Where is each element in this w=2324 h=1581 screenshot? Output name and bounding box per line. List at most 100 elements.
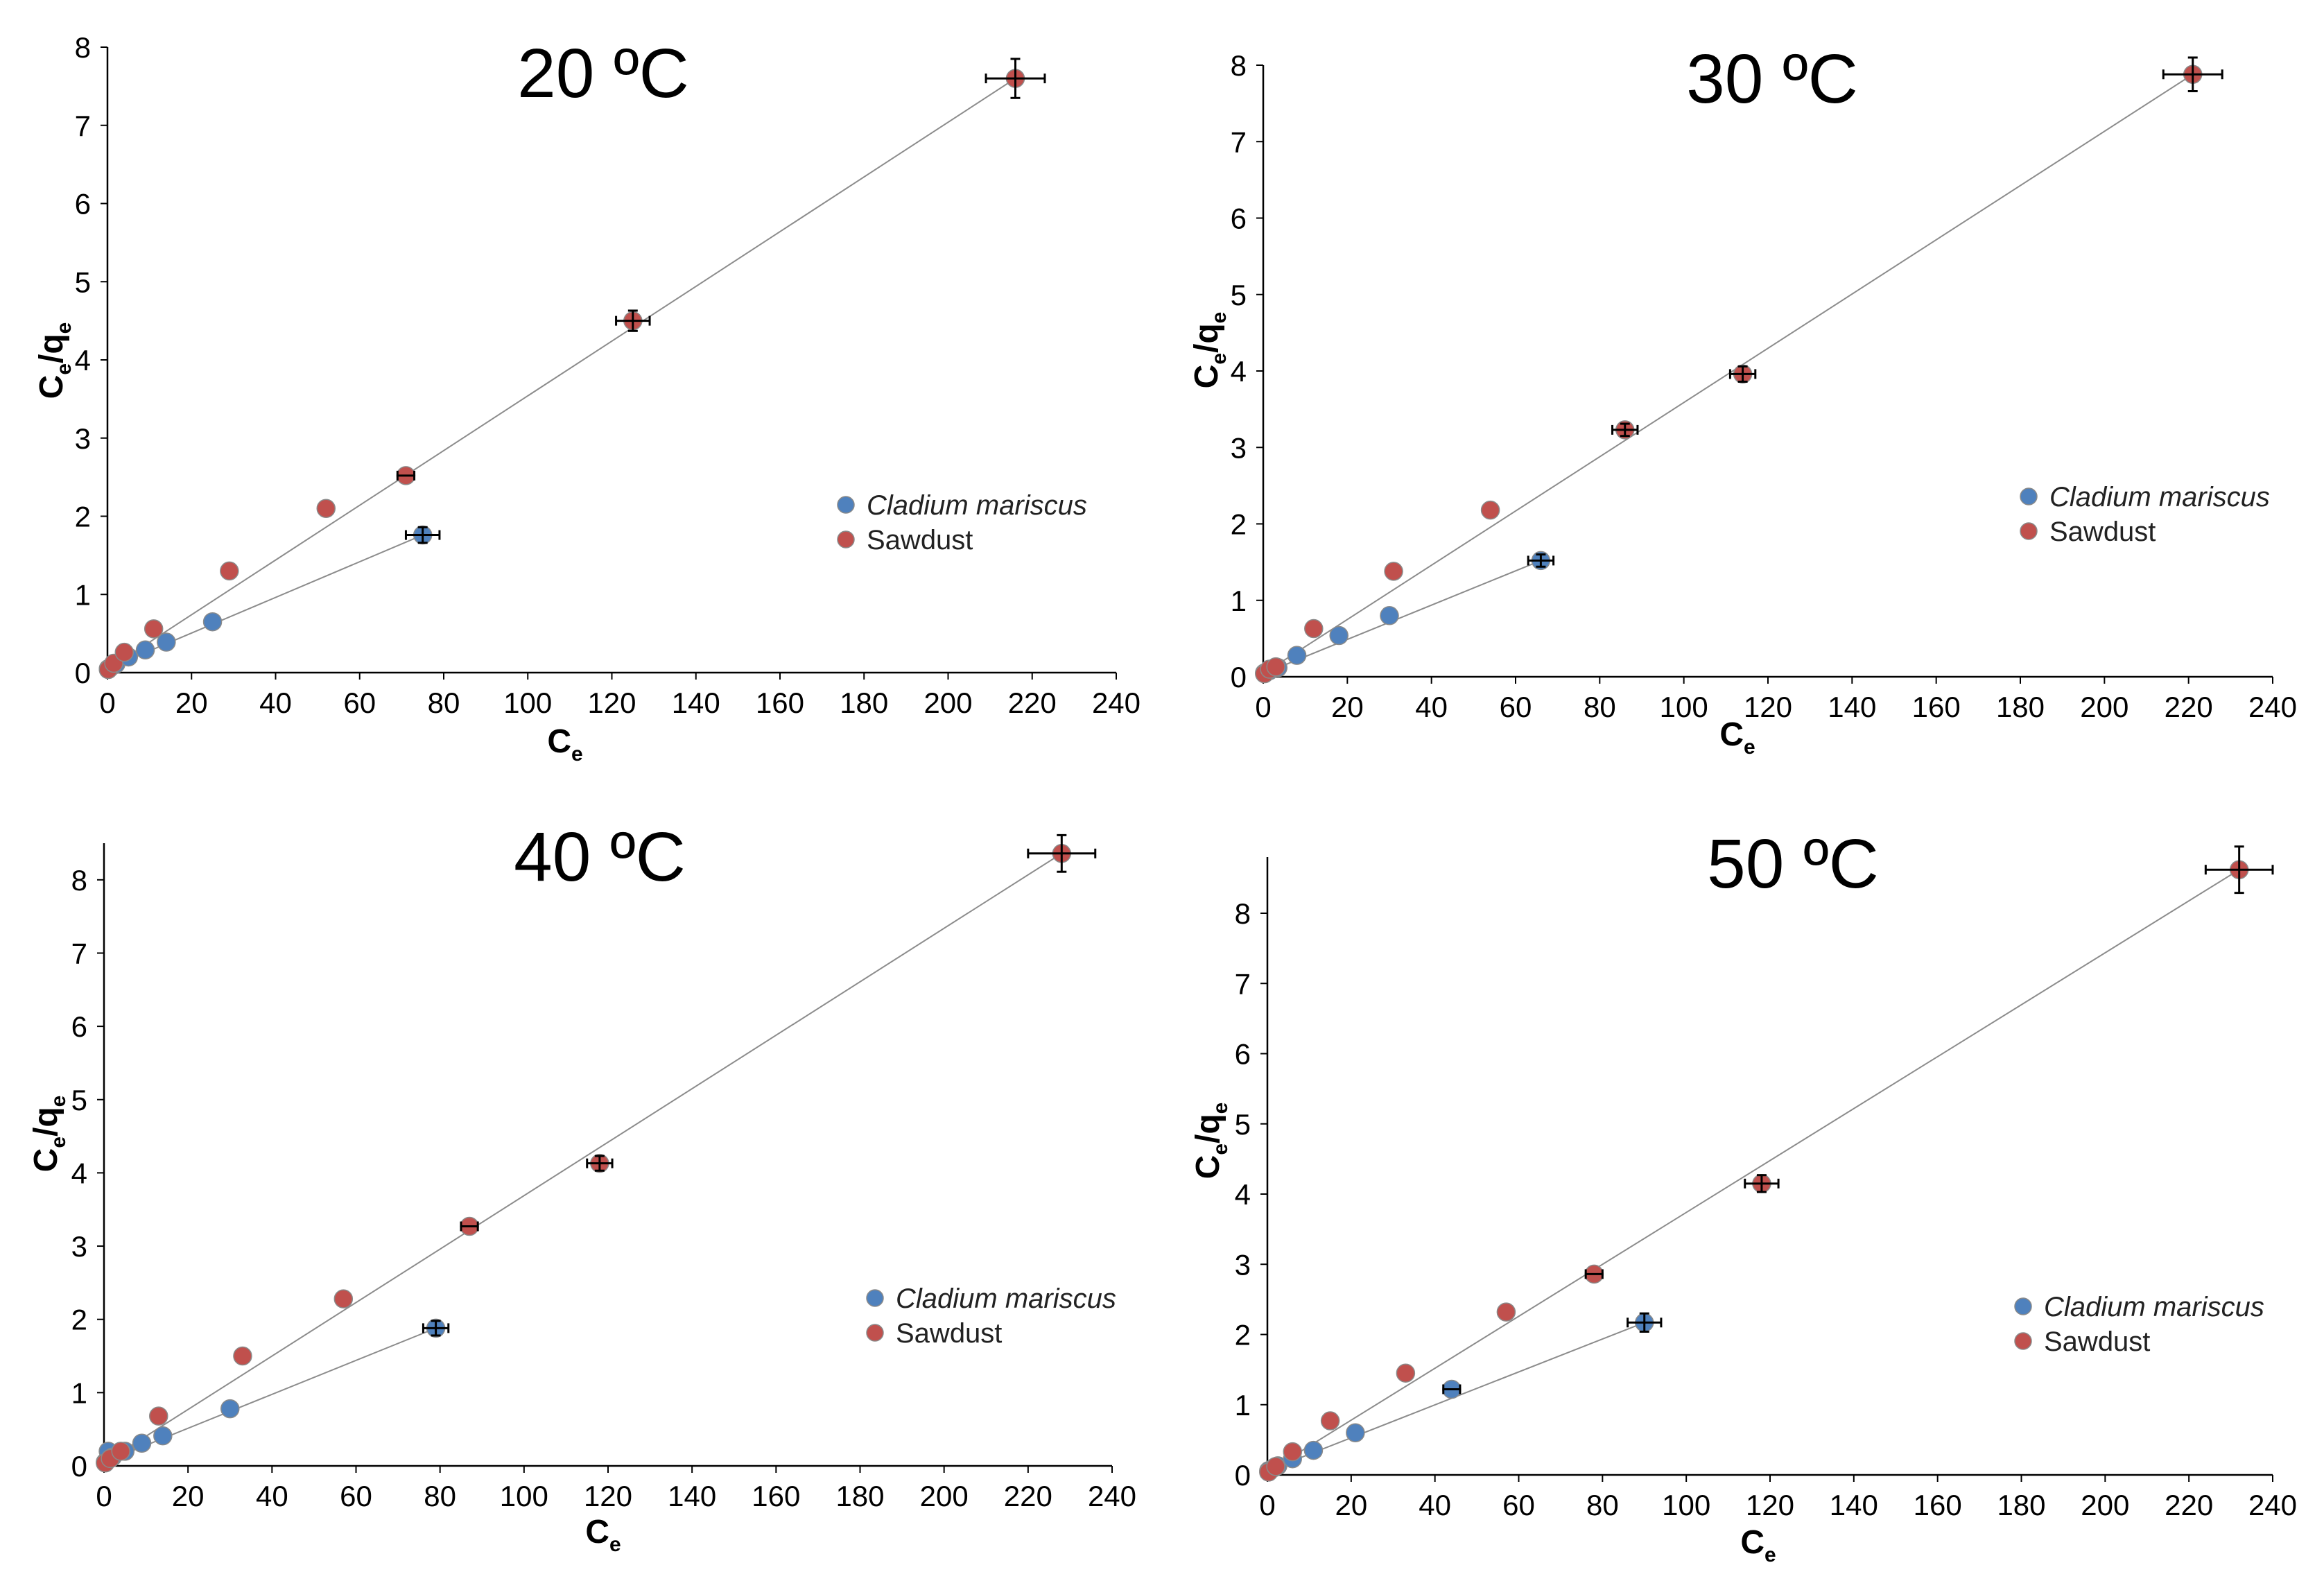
x-tick-label: 0	[96, 1480, 112, 1512]
x-tick-label: 0	[99, 686, 115, 719]
x-tick-label: 20	[172, 1480, 205, 1512]
x-tick-label: 160	[1912, 691, 1961, 723]
axes: 0 20 40 60 80 100 120 140 160 180 200 220 240 0 1 2 3 4 5 6…	[1235, 857, 2297, 1521]
y-tick-label: 4	[71, 1157, 87, 1189]
chart-title: 40 ºC	[514, 818, 686, 896]
x-tick-label: 80	[428, 686, 460, 719]
legend-label-cladium: Cladium mariscus	[2044, 1292, 2264, 1322]
x-tick-label: 60	[1502, 1489, 1535, 1521]
data-point-sawdust	[1396, 1363, 1416, 1383]
x-tick-label: 20	[1331, 691, 1364, 723]
legend: Cladium mariscus Sawdust	[2020, 482, 2270, 547]
chart-panel-50c: 50 ºC Ce Ce/qe Cladium mariscus Sawdust …	[1190, 825, 2297, 1566]
legend-marker-cladium	[2020, 487, 2038, 506]
chart-title: 20 ºC	[517, 35, 689, 112]
legend: Cladium mariscus Sawdust	[837, 490, 1087, 555]
data-point-sawdust	[1304, 619, 1324, 639]
y-tick-label: 2	[71, 1304, 87, 1336]
fit-line-sawdust	[1263, 74, 2194, 675]
data-point-cladium	[1380, 606, 1399, 625]
data-point-sawdust	[220, 561, 239, 581]
x-tick-label: 200	[2080, 691, 2128, 723]
x-axis-label: Ce	[547, 723, 582, 766]
x-tick-label: 20	[1335, 1489, 1367, 1521]
x-tick-label: 140	[1828, 691, 1876, 723]
y-axis-label: Ce/qe	[1190, 1103, 1232, 1180]
chart-panel-20c: 20 ºC Ce Ce/qe Cladium mariscus Sawdust …	[33, 31, 1141, 766]
y-tick-label: 0	[1235, 1459, 1251, 1492]
x-tick-label: 100	[503, 686, 552, 719]
y-tick-label: 2	[1231, 508, 1247, 541]
x-tick-label: 40	[1419, 1489, 1451, 1521]
x-tick-label: 240	[2248, 1489, 2297, 1521]
x-tick-label: 160	[1914, 1489, 1962, 1521]
legend: Cladium mariscus Sawdust	[866, 1284, 1116, 1349]
series-sawdust	[96, 833, 1097, 1473]
x-tick-label: 160	[756, 686, 804, 719]
legend-marker-sawdust	[837, 530, 855, 548]
x-tick-label: 180	[1996, 691, 2045, 723]
y-tick-label: 7	[1231, 126, 1247, 158]
fit-line-sawdust	[103, 852, 1062, 1464]
y-axis-label: Ce/qe	[28, 1096, 70, 1173]
x-tick-label: 120	[584, 1480, 632, 1512]
x-tick-label: 60	[343, 686, 376, 719]
y-tick-label: 1	[1235, 1389, 1251, 1422]
y-tick-label: 6	[1235, 1038, 1251, 1071]
data-point-sawdust	[111, 1442, 130, 1461]
data-point-sawdust	[114, 642, 134, 662]
x-axis-label: Ce	[585, 1514, 621, 1556]
x-tick-label: 120	[1744, 691, 1792, 723]
legend-label-cladium: Cladium mariscus	[896, 1284, 1116, 1314]
y-tick-label: 8	[71, 864, 87, 897]
data-point-cladium	[202, 612, 223, 632]
data-point-sawdust	[1283, 1442, 1302, 1462]
y-tick-label: 2	[75, 501, 91, 533]
y-tick-label: 7	[1235, 967, 1251, 1000]
fit-line-cladium	[107, 534, 424, 670]
legend-label-cladium: Cladium mariscus	[2049, 482, 2270, 512]
x-tick-label: 200	[923, 686, 972, 719]
fit-line-sawdust	[107, 78, 1016, 671]
y-axis-label: Ce/qe	[1188, 312, 1231, 389]
y-tick-label: 6	[71, 1010, 87, 1043]
y-tick-label: 0	[1231, 661, 1247, 693]
legend: Cladium mariscus Sawdust	[2014, 1292, 2264, 1357]
x-tick-label: 240	[1092, 686, 1141, 719]
x-tick-label: 120	[587, 686, 636, 719]
data-point-cladium	[1303, 1440, 1324, 1460]
legend-marker-sawdust	[2014, 1332, 2032, 1350]
x-tick-label: 100	[1662, 1489, 1710, 1521]
x-tick-label: 160	[752, 1480, 800, 1512]
x-tick-label: 0	[1255, 691, 1271, 723]
x-tick-label: 100	[500, 1480, 548, 1512]
x-tick-label: 20	[175, 686, 208, 719]
y-tick-label: 8	[1235, 897, 1251, 930]
legend-label-sawdust: Sawdust	[2044, 1327, 2150, 1357]
data-point-sawdust	[1384, 562, 1403, 581]
x-tick-label: 200	[2081, 1489, 2129, 1521]
x-tick-label: 40	[256, 1480, 288, 1512]
y-tick-label: 7	[71, 937, 87, 969]
y-tick-label: 8	[75, 31, 91, 64]
x-tick-label: 200	[920, 1480, 969, 1512]
x-tick-label: 220	[2165, 1489, 2213, 1521]
legend-marker-sawdust	[2020, 522, 2038, 540]
fit-line-sawdust	[1267, 869, 2240, 1473]
chart-title: 30 ºC	[1686, 40, 1858, 118]
data-point-sawdust	[1496, 1302, 1516, 1322]
x-tick-label: 100	[1660, 691, 1708, 723]
data-point-sawdust	[144, 619, 164, 639]
x-tick-label: 220	[1008, 686, 1057, 719]
series-sawdust	[98, 58, 1046, 680]
data-point-cladium	[132, 1433, 152, 1453]
legend-label-sawdust: Sawdust	[2049, 517, 2156, 547]
x-tick-label: 140	[668, 1480, 716, 1512]
x-tick-label: 60	[1500, 691, 1532, 723]
series-cladium	[98, 525, 441, 679]
x-tick-label: 80	[1586, 1489, 1619, 1521]
chart-panel-40c: 40 ºC Ce Ce/qe Cladium mariscus Sawdust …	[28, 818, 1136, 1556]
y-tick-label: 0	[75, 657, 91, 689]
x-axis-label: Ce	[1740, 1524, 1776, 1566]
y-tick-label: 5	[75, 266, 91, 298]
